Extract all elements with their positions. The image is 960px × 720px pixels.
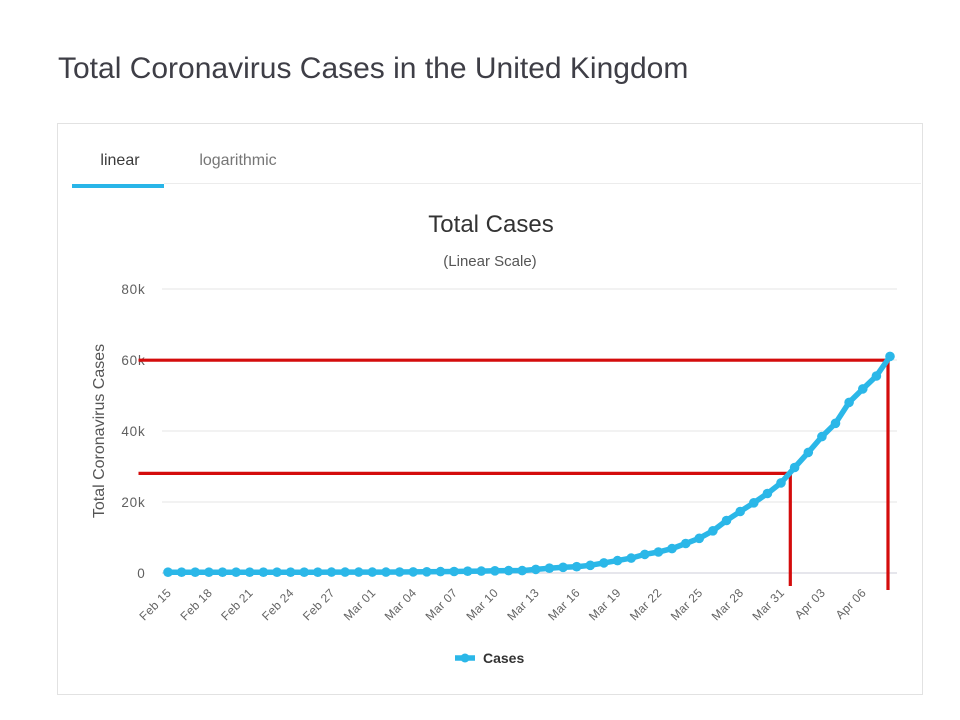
svg-text:Mar 13: Mar 13 — [504, 586, 542, 624]
svg-text:Mar 10: Mar 10 — [463, 586, 501, 624]
svg-text:Feb 24: Feb 24 — [259, 586, 297, 624]
svg-text:Mar 01: Mar 01 — [341, 586, 379, 624]
svg-text:Mar 07: Mar 07 — [423, 586, 461, 624]
svg-text:Total Cases: Total Cases — [428, 211, 553, 238]
svg-text:Mar 28: Mar 28 — [709, 586, 747, 624]
svg-text:Apr 03: Apr 03 — [792, 586, 828, 622]
svg-text:Mar 16: Mar 16 — [545, 586, 583, 624]
svg-text:(Linear Scale): (Linear Scale) — [443, 253, 536, 270]
svg-text:Total Coronavirus Cases: Total Coronavirus Cases — [91, 344, 108, 518]
svg-text:Mar 19: Mar 19 — [586, 586, 624, 624]
svg-text:Mar 04: Mar 04 — [382, 586, 420, 624]
svg-text:Feb 27: Feb 27 — [300, 586, 338, 624]
svg-text:Mar 22: Mar 22 — [627, 586, 665, 624]
svg-text:40k: 40k — [121, 424, 145, 439]
svg-text:60k: 60k — [121, 353, 145, 368]
svg-text:Feb 18: Feb 18 — [177, 586, 215, 624]
svg-text:Apr 06: Apr 06 — [833, 586, 869, 622]
svg-text:Cases: Cases — [483, 650, 524, 666]
svg-text:0: 0 — [137, 566, 145, 581]
svg-text:20k: 20k — [121, 495, 145, 510]
svg-text:80k: 80k — [121, 282, 145, 297]
svg-text:Feb 15: Feb 15 — [137, 586, 175, 624]
svg-text:Mar 25: Mar 25 — [668, 586, 706, 624]
svg-text:Feb 21: Feb 21 — [218, 586, 256, 624]
svg-text:Mar 31: Mar 31 — [750, 586, 788, 624]
